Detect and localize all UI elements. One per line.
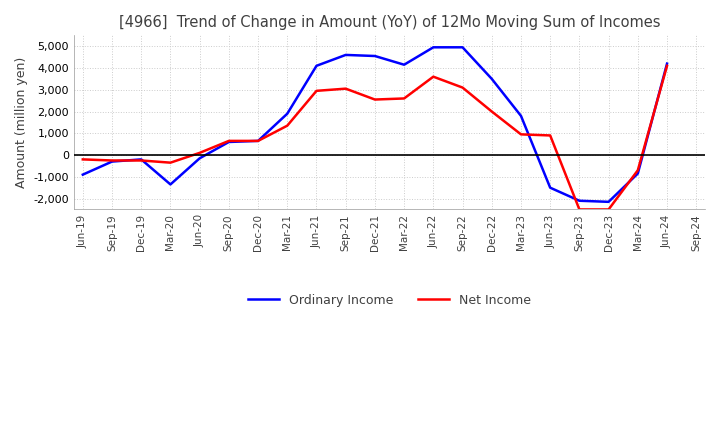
- Net Income: [634, 168, 642, 173]
- Title: [4966]  Trend of Change in Amount (YoY) of 12Mo Moving Sum of Incomes: [4966] Trend of Change in Amount (YoY) o…: [119, 15, 660, 30]
- Line: Net Income: Net Income: [83, 66, 667, 209]
- Ordinary Income: [78, 172, 87, 177]
- Net Income: [341, 86, 350, 91]
- Ordinary Income: [253, 138, 262, 143]
- Ordinary Income: [225, 139, 233, 145]
- Line: Ordinary Income: Ordinary Income: [83, 48, 667, 202]
- Ordinary Income: [429, 45, 438, 50]
- Net Income: [78, 157, 87, 162]
- Ordinary Income: [400, 62, 408, 67]
- Legend: Ordinary Income, Net Income: Ordinary Income, Net Income: [243, 289, 536, 312]
- Ordinary Income: [634, 171, 642, 176]
- Net Income: [283, 123, 292, 128]
- Net Income: [166, 160, 175, 165]
- Ordinary Income: [662, 61, 671, 66]
- Net Income: [458, 85, 467, 90]
- Net Income: [517, 132, 526, 137]
- Y-axis label: Amount (million yen): Amount (million yen): [15, 57, 28, 188]
- Ordinary Income: [575, 198, 584, 203]
- Net Income: [429, 74, 438, 79]
- Ordinary Income: [341, 52, 350, 58]
- Ordinary Income: [458, 45, 467, 50]
- Net Income: [546, 133, 554, 138]
- Net Income: [575, 207, 584, 212]
- Ordinary Income: [195, 156, 204, 161]
- Ordinary Income: [517, 113, 526, 118]
- Net Income: [487, 109, 496, 114]
- Net Income: [662, 63, 671, 69]
- Net Income: [604, 207, 613, 212]
- Ordinary Income: [137, 157, 145, 162]
- Ordinary Income: [108, 159, 117, 164]
- Ordinary Income: [283, 111, 292, 116]
- Ordinary Income: [604, 199, 613, 205]
- Ordinary Income: [312, 63, 321, 69]
- Ordinary Income: [166, 182, 175, 187]
- Net Income: [400, 96, 408, 101]
- Ordinary Income: [371, 53, 379, 59]
- Net Income: [225, 138, 233, 143]
- Net Income: [253, 138, 262, 143]
- Net Income: [137, 158, 145, 163]
- Net Income: [312, 88, 321, 93]
- Ordinary Income: [546, 185, 554, 191]
- Ordinary Income: [487, 76, 496, 81]
- Net Income: [371, 97, 379, 102]
- Net Income: [195, 150, 204, 155]
- Net Income: [108, 158, 117, 163]
